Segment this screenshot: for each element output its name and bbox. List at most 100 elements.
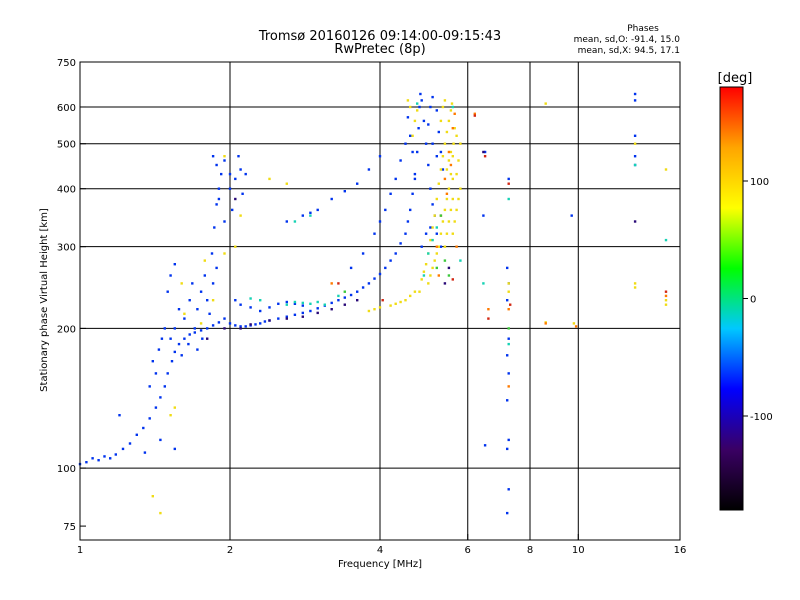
x-tick-label: 6 (465, 545, 471, 556)
stats-heading: Phases (627, 24, 659, 34)
data-point (447, 274, 451, 277)
data-point (234, 324, 237, 327)
data-point (447, 220, 451, 223)
data-point (451, 177, 454, 181)
data-point (337, 299, 340, 302)
colorbar-ticks: 100 0 -100 (743, 177, 773, 423)
data-point (429, 238, 432, 242)
data-point (259, 299, 262, 302)
data-point (173, 447, 176, 451)
data-point (378, 272, 382, 276)
data-point (443, 177, 447, 181)
data-point (343, 290, 346, 293)
y-axis-label: Stationary phase Virtual Height [km] (39, 208, 50, 392)
data-point (97, 459, 100, 462)
x-tick-label: 2 (227, 545, 233, 556)
data-point (239, 327, 242, 330)
data-point (507, 342, 510, 346)
data-point (231, 208, 234, 212)
data-point (173, 350, 176, 354)
data-point (445, 232, 449, 235)
data-point (459, 187, 462, 190)
data-point (633, 155, 637, 158)
data-point (103, 455, 106, 458)
data-point (151, 360, 154, 363)
data-point (337, 282, 340, 285)
data-point (441, 155, 445, 158)
data-point (506, 354, 509, 357)
data-point (259, 322, 262, 325)
data-point (507, 385, 510, 388)
y-tick-label: 75 (63, 522, 76, 533)
data-point (507, 337, 510, 340)
data-point (91, 457, 94, 460)
data-point (406, 99, 410, 102)
data-point (356, 182, 359, 185)
data-point (427, 282, 430, 285)
data-point (455, 208, 458, 212)
data-point (217, 187, 221, 190)
data-point (435, 197, 438, 201)
data-point (459, 142, 462, 145)
data-point (177, 308, 181, 311)
data-point (433, 259, 436, 262)
data-point (378, 155, 382, 158)
data-point (406, 220, 410, 223)
data-point (451, 155, 454, 158)
data-point (154, 372, 158, 375)
data-point (367, 282, 371, 285)
data-point (151, 495, 154, 498)
data-point (439, 150, 443, 154)
data-point (173, 406, 176, 409)
data-point (268, 306, 271, 309)
data-point (482, 282, 485, 285)
data-point (188, 299, 191, 302)
data-point (206, 327, 209, 330)
data-point (439, 245, 443, 248)
data-point (452, 142, 455, 145)
data-point (316, 307, 319, 310)
data-point (259, 309, 262, 313)
data-point (443, 142, 447, 145)
data-point (506, 511, 509, 515)
data-point (206, 299, 209, 302)
colorbar-tick-label: 0 (750, 295, 756, 306)
data-point (449, 163, 453, 167)
data-point (249, 323, 252, 326)
data-point (159, 438, 162, 442)
data-point (309, 302, 312, 305)
data-point (301, 214, 304, 217)
data-point (223, 317, 226, 320)
data-point (451, 197, 454, 201)
data-point (487, 317, 490, 320)
data-point (422, 270, 426, 273)
data-point (343, 303, 346, 306)
data-point (437, 130, 440, 134)
data-point (435, 109, 438, 112)
data-point (507, 308, 510, 311)
data-point (173, 327, 176, 330)
data-point (439, 119, 443, 123)
data-point (183, 317, 186, 320)
data-point (413, 177, 417, 181)
data-point (237, 155, 240, 158)
data-point (301, 311, 304, 315)
data-point (633, 134, 637, 137)
data-point (223, 252, 226, 255)
data-point (664, 303, 668, 306)
data-point (228, 187, 232, 190)
data-point (455, 172, 458, 176)
data-point (234, 245, 237, 248)
chart-title: Tromsø 20160126 09:14:00-09:15:43 (258, 29, 501, 44)
data-point (633, 99, 637, 102)
data-point (457, 197, 460, 201)
data-point (406, 116, 410, 119)
data-point (439, 214, 443, 217)
data-point (109, 457, 112, 460)
data-point (422, 119, 426, 123)
data-point (143, 451, 147, 454)
data-point (148, 385, 151, 388)
data-point (443, 99, 447, 102)
data-point (196, 308, 199, 311)
